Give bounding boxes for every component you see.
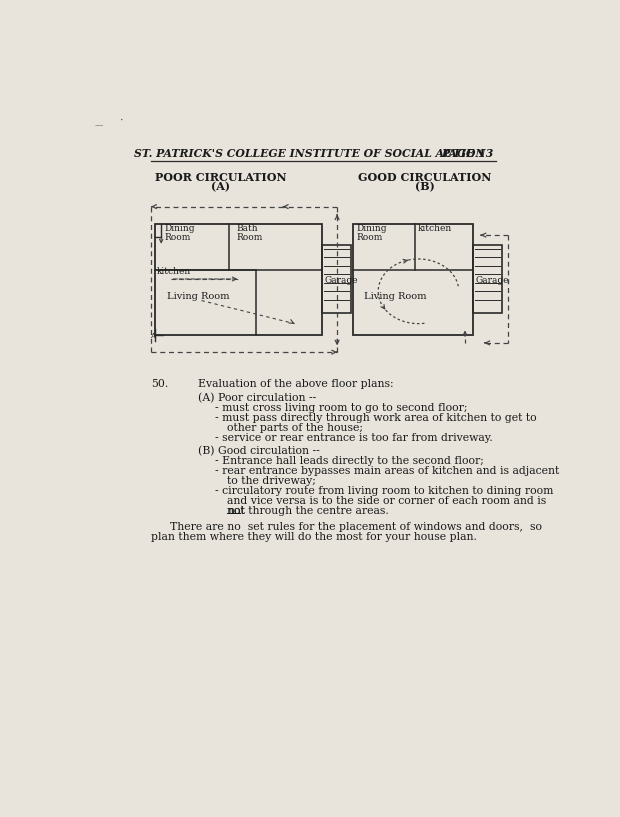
Text: Evaluation of the above floor plans:: Evaluation of the above floor plans: — [198, 379, 393, 389]
Text: Garage: Garage — [325, 276, 358, 285]
Text: - circulatory route from living room to kitchen to dining room: - circulatory route from living room to … — [216, 486, 554, 496]
Text: —: — — [94, 121, 103, 129]
Text: 50.: 50. — [151, 379, 169, 389]
Bar — [472, 245, 502, 313]
Text: - rear entrance bypasses main areas of kitchen and is adjacent: - rear entrance bypasses main areas of k… — [216, 467, 560, 476]
Text: not through the centre areas.: not through the centre areas. — [227, 507, 389, 516]
Text: GOOD CIRCULATION: GOOD CIRCULATION — [358, 172, 492, 183]
Text: Dining: Dining — [164, 224, 195, 233]
Bar — [322, 245, 351, 313]
Text: Living Room: Living Room — [167, 292, 229, 301]
Text: other parts of the house;: other parts of the house; — [227, 423, 363, 433]
Text: There are no  set rules for the placement of windows and doors,  so: There are no set rules for the placement… — [170, 521, 542, 532]
Text: (A): (A) — [211, 181, 231, 192]
Text: Room: Room — [236, 233, 263, 242]
Text: - service or rear entrance is too far from driveway.: - service or rear entrance is too far fr… — [216, 433, 493, 443]
Text: - Entrance hall leads directly to the second floor;: - Entrance hall leads directly to the se… — [216, 456, 484, 466]
Text: ST. PATRICK'S COLLEGE INSTITUTE OF SOCIAL ACTION: ST. PATRICK'S COLLEGE INSTITUTE OF SOCIA… — [135, 148, 485, 158]
Text: Bath: Bath — [236, 224, 258, 233]
Text: - must pass directly through work area of kitchen to get to: - must pass directly through work area o… — [216, 413, 537, 423]
Bar — [155, 224, 322, 335]
Text: PAGE 13: PAGE 13 — [441, 148, 494, 158]
Text: (B) Good circulation --: (B) Good circulation -- — [198, 446, 319, 457]
Text: plan them where they will do the most for your house plan.: plan them where they will do the most fo… — [151, 532, 477, 542]
Text: Dining: Dining — [356, 224, 387, 233]
Text: Living Room: Living Room — [365, 292, 427, 301]
Text: Room: Room — [164, 233, 191, 242]
Text: (B): (B) — [415, 181, 435, 192]
Text: not: not — [227, 507, 245, 516]
Text: kitchen: kitchen — [156, 266, 191, 275]
Text: (A) Poor circulation --: (A) Poor circulation -- — [198, 393, 316, 404]
Text: - must cross living room to go to second floor;: - must cross living room to go to second… — [216, 403, 468, 413]
Text: Garage: Garage — [476, 276, 510, 285]
Text: and vice versa is to the side or corner of each room and is: and vice versa is to the side or corner … — [227, 496, 546, 506]
Bar — [353, 224, 472, 335]
Text: ·: · — [120, 115, 123, 126]
Text: to the driveway;: to the driveway; — [227, 476, 316, 486]
Text: A: A — [151, 332, 156, 340]
Text: kitchen: kitchen — [418, 224, 452, 233]
Text: POOR CIRCULATION: POOR CIRCULATION — [155, 172, 286, 183]
Text: Room: Room — [356, 233, 383, 242]
